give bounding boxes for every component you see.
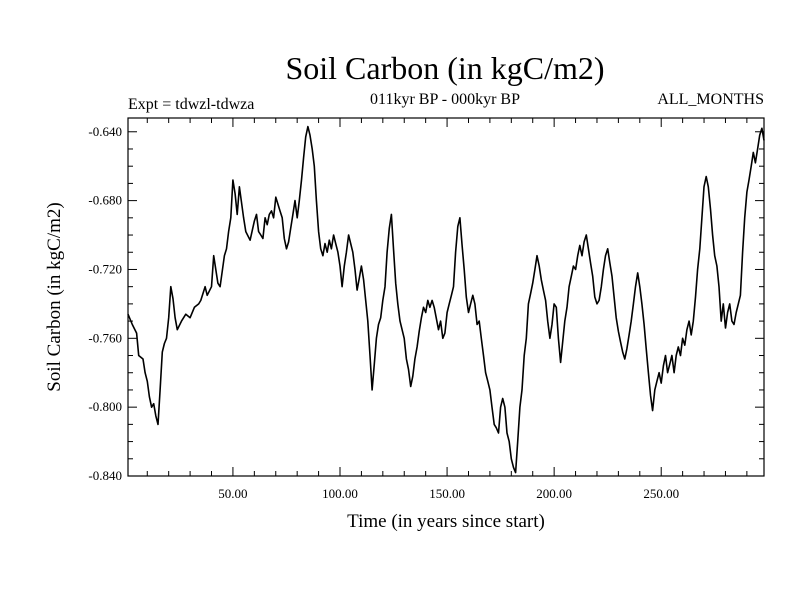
chart-title: Soil Carbon (in kgC/m2)	[285, 50, 604, 86]
y-tick-label: -0.680	[88, 193, 122, 208]
y-tick-label: -0.720	[88, 261, 122, 276]
y-tick-label: -0.640	[88, 124, 122, 139]
y-tick-label: -0.760	[88, 330, 122, 345]
x-tick-label: 200.00	[536, 486, 572, 501]
y-axis-label: Soil Carbon (in kgC/m2)	[44, 202, 65, 391]
x-tick-label: 50.00	[218, 486, 247, 501]
x-axis-label: Time (in years since start)	[347, 511, 545, 532]
soil-carbon-series-line	[127, 125, 765, 474]
experiment-label: Expt = tdwzl-tdwza	[128, 96, 254, 113]
x-tick-labels: 50.00 100.00 150.00 200.00 250.00	[218, 486, 679, 501]
x-tick-label: 150.00	[429, 486, 465, 501]
y-tick-label: -0.800	[88, 399, 122, 414]
x-tick-label: 100.00	[322, 486, 358, 501]
axis-ticks	[128, 118, 764, 477]
y-tick-label: -0.840	[88, 468, 122, 483]
y-tick-labels: -0.640 -0.680 -0.720 -0.760 -0.800 -0.840	[88, 124, 122, 483]
months-label: ALL_MONTHS	[657, 91, 764, 108]
time-range-label: 011kyr BP - 000kyr BP	[370, 91, 520, 108]
plot-frame	[127, 117, 765, 477]
x-tick-label: 250.00	[643, 486, 679, 501]
